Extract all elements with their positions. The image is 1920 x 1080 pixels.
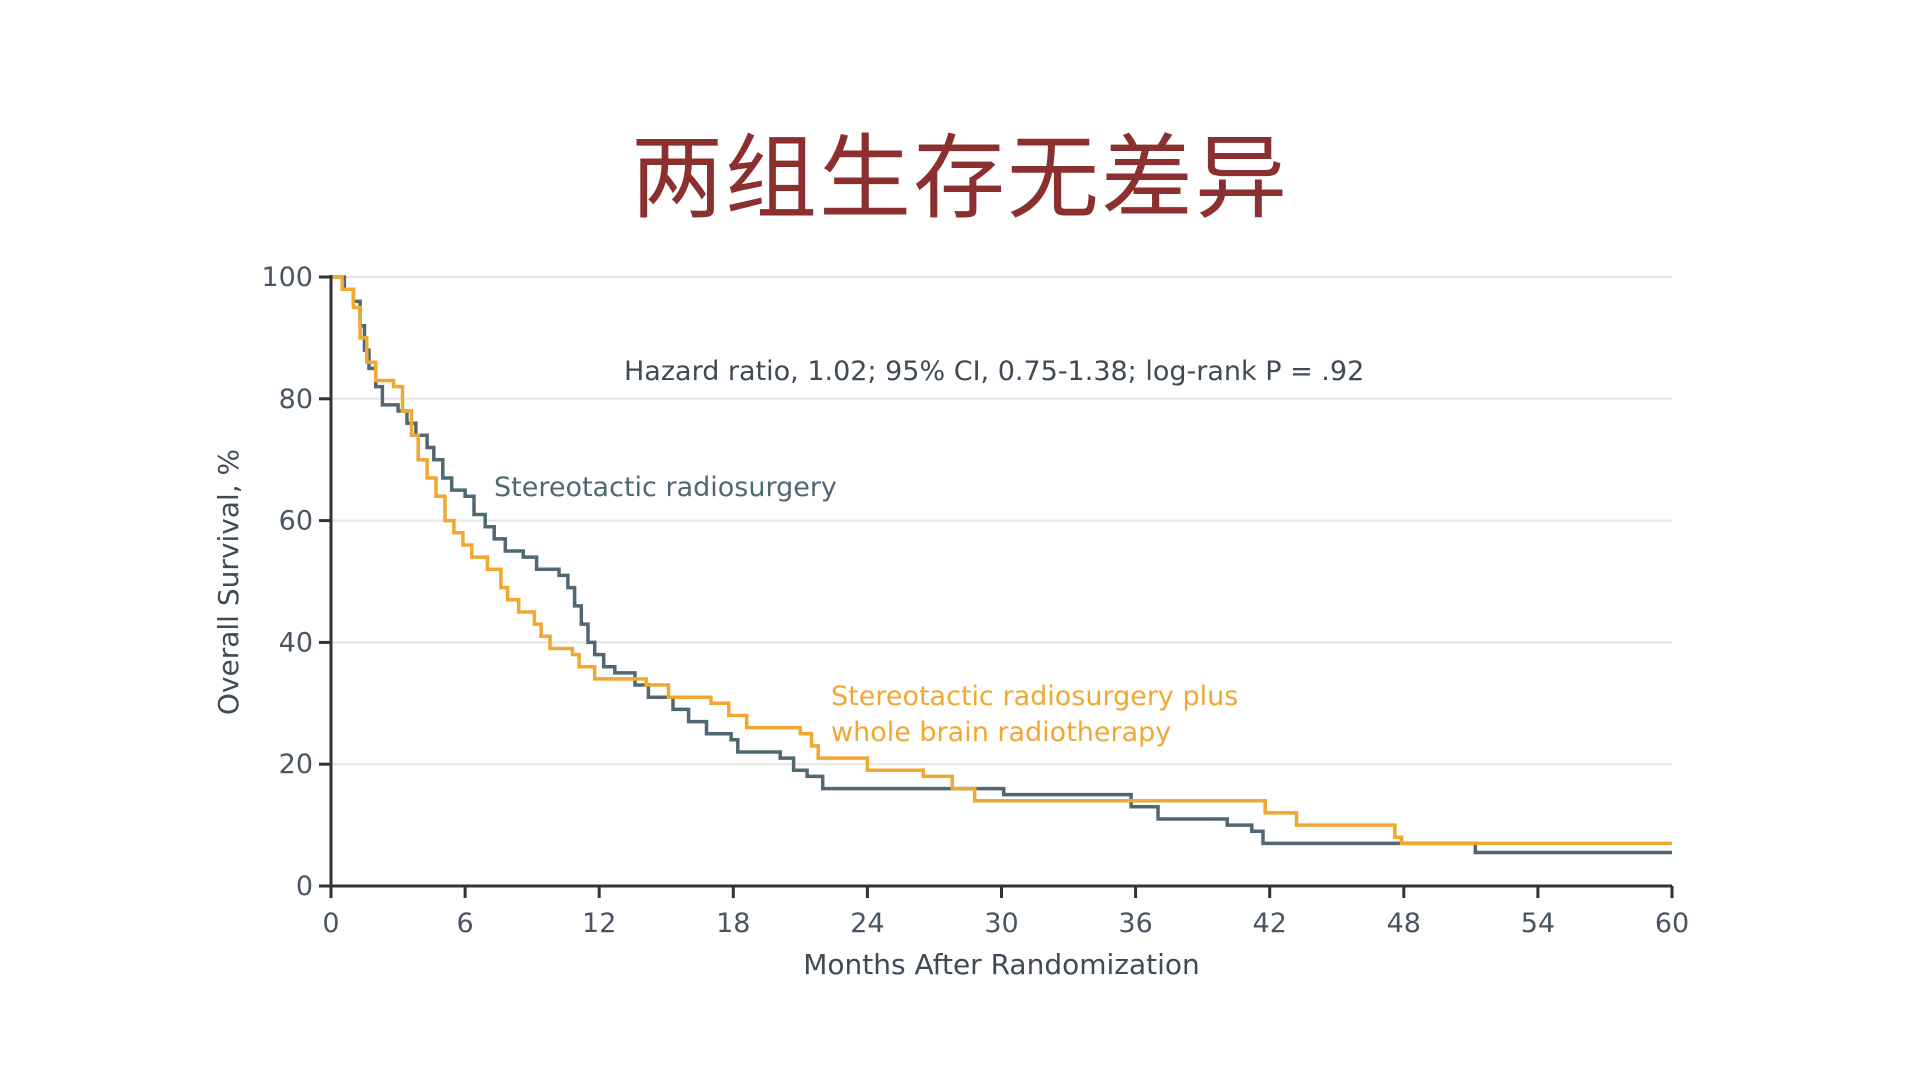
series-label-1-line-0: Stereotactic radiosurgery plus [831,681,1238,712]
y-tick-label-40: 40 [279,627,313,658]
y-tick-label-80: 80 [279,384,313,415]
x-tick-label-18: 18 [716,908,750,939]
x-tick-label-24: 24 [850,908,884,939]
x-tick-label-48: 48 [1387,908,1421,939]
x-tick-label-30: 30 [984,908,1018,939]
x-tick-label-12: 12 [582,908,616,939]
y-axis-title: Overall Survival, % [212,449,245,715]
series-label-0-line-0: Stereotactic radiosurgery [494,472,837,503]
x-tick-label-42: 42 [1253,908,1287,939]
y-tick-label-100: 100 [261,262,313,293]
x-tick-label-54: 54 [1521,908,1555,939]
y-tick-label-20: 20 [279,749,313,780]
slide-title: 两组生存无差异 [630,125,1289,232]
x-tick-label-0: 0 [322,908,339,939]
x-tick-label-60: 60 [1655,908,1689,939]
series-line-srs-wbrt [331,275,1672,846]
series-line-srs [331,275,1672,855]
tick-marks: 0 20 40 60 80 100 0 6 12 18 24 30 36 42 48 54 60 [261,262,1689,939]
x-tick-label-36: 36 [1118,908,1152,939]
series-label-1-line-1: whole brain radiotherapy [831,717,1171,748]
y-tick-label-0: 0 [296,871,313,902]
y-tick-label-60: 60 [279,506,313,537]
series-labels: Stereotactic radiosurgery Stereotactic ra… [494,472,1238,748]
hazard-ratio-annotation: Hazard ratio, 1.02; 95% CI, 0.75-1.38; l… [624,356,1364,387]
grid-lines [331,276,1672,766]
x-axis-title: Months After Randomization [803,948,1200,981]
x-tick-label-6: 6 [457,908,474,939]
series-lines [331,275,1672,855]
